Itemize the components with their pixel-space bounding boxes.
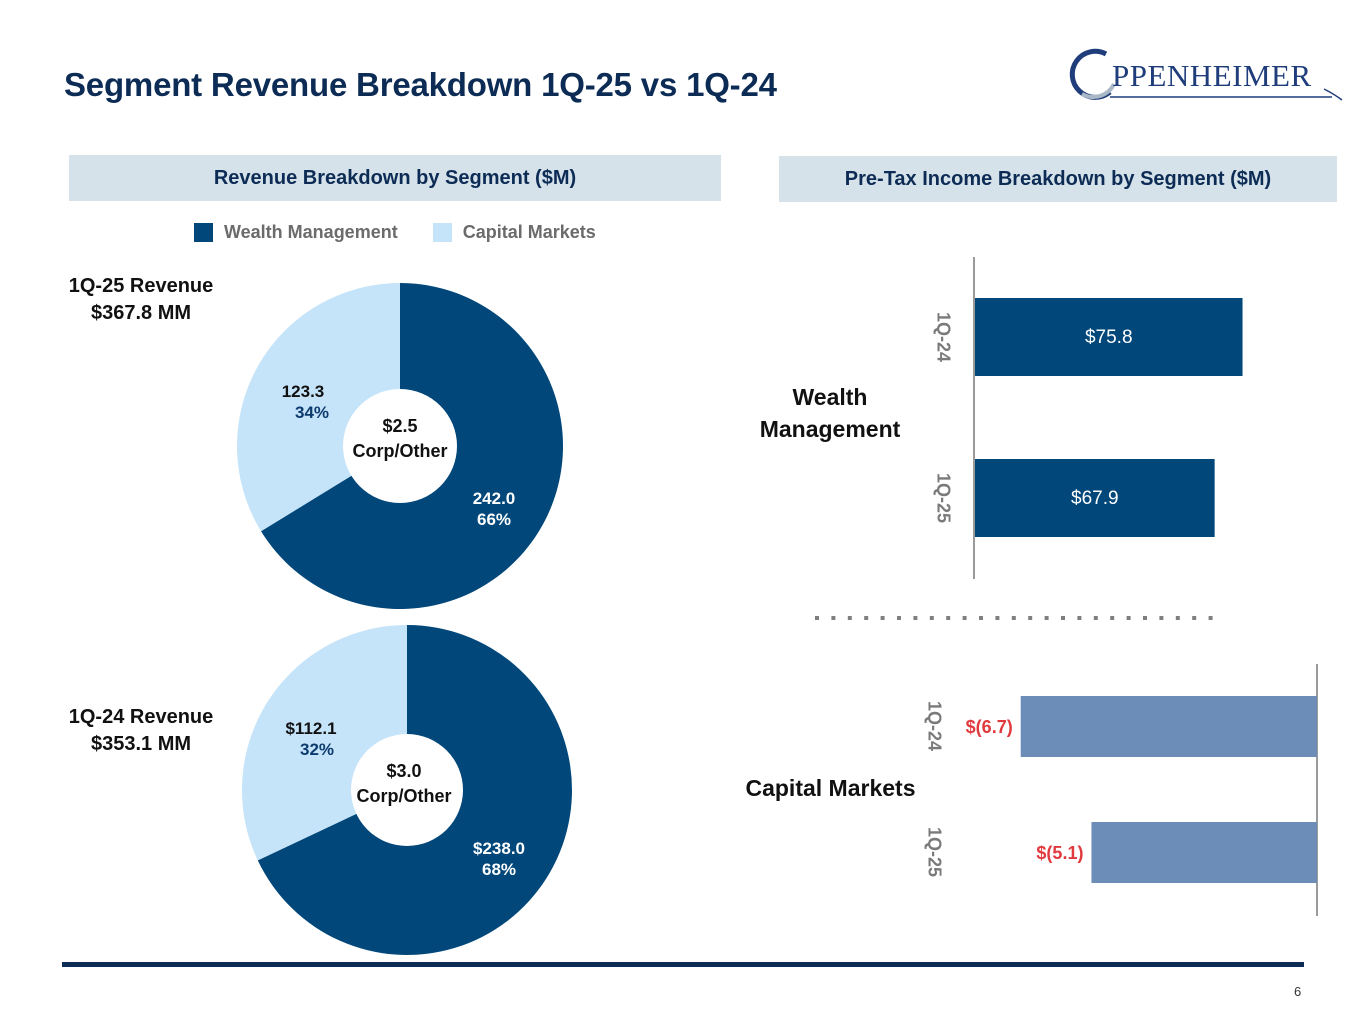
- logo-ring-light: [1081, 83, 1116, 99]
- logo-mark: [1069, 48, 1343, 101]
- separator-dot: [1044, 616, 1049, 620]
- footer-rule: [62, 962, 1304, 967]
- legend-item-capital: Capital Markets: [432, 222, 596, 243]
- logo-ring-dark: [1069, 48, 1112, 100]
- pie-1q24-center-hole: [351, 734, 463, 846]
- separator-dot: [1192, 616, 1197, 620]
- separator-dot: [1028, 616, 1033, 620]
- separator-dot: [864, 616, 869, 620]
- wealth-label-word: Wealth Management: [759, 384, 901, 442]
- separator-dot: [1061, 616, 1065, 620]
- pie-1q24-wealth-label: $238.0 68%: [452, 838, 546, 880]
- capital-category-1Q-25: 1Q-25: [924, 827, 944, 877]
- legend-label-capital: Capital Markets: [462, 222, 596, 242]
- wealth-bar-1Q-25: [975, 459, 1215, 537]
- pie-1q24-title-text: 1Q-24 Revenue: [68, 706, 214, 728]
- pie-1q25-corp-value: $2.5: [382, 416, 418, 436]
- legend-item-wealth: Wealth Management: [194, 222, 398, 243]
- separator-dot: [831, 616, 836, 620]
- separator-dot: [1110, 616, 1115, 620]
- separator-dot: [1143, 616, 1147, 620]
- separator-dot: [815, 616, 819, 620]
- pie-1q24-total: $353.1 MM: [90, 733, 192, 755]
- segment-separator-dots: [815, 616, 1213, 620]
- pretax-panel-heading: Pre-Tax Income Breakdown by Segment ($M): [779, 156, 1337, 202]
- pie-1q25-capital-label: 123.3 34%: [258, 381, 348, 423]
- pie-1q25-wealth-value: 242.0: [472, 489, 516, 508]
- pie-chart-1q24: [241, 625, 572, 955]
- wealth-bar-1Q-24: [975, 298, 1243, 376]
- separator-dot: [946, 616, 951, 620]
- capital-markets-label: Capital Markets: [745, 775, 916, 801]
- separator-dot: [1093, 616, 1098, 620]
- separator-dot: [897, 616, 901, 620]
- pie-1q25-title-text: 1Q-25 Revenue: [68, 275, 214, 297]
- separator-dot: [913, 616, 918, 620]
- capital-bar-label-1Q-24: $(6.7): [966, 717, 1013, 737]
- wealth-category-1Q-25: 1Q-25: [933, 473, 953, 523]
- legend-swatch-wealth: [194, 223, 213, 242]
- separator-dot: [995, 616, 1000, 620]
- wealth-category-1Q-24: 1Q-24: [933, 312, 953, 362]
- pie-1q24-wealth-percent: 68%: [481, 860, 517, 879]
- separator-dot: [929, 616, 934, 620]
- oppenheimer-logo: PPENHEIMER: [1062, 44, 1347, 106]
- logo-wordmark: PPENHEIMER: [1112, 58, 1312, 93]
- pie-1q25-corp-label: Corp/Other: [352, 441, 448, 461]
- separator-dot: [847, 616, 852, 620]
- legend-swatch-capital: [432, 223, 452, 242]
- capital-bar-chart: $(6.7) 1Q-24 $(5.1) 1Q-25: [924, 664, 1318, 916]
- pie-1q25-title: 1Q-25 Revenue $367.8 MM: [60, 273, 222, 327]
- separator-dot: [1077, 616, 1082, 620]
- page-number: 6: [1294, 984, 1302, 999]
- capital-category-1Q-24: 1Q-24: [924, 701, 944, 751]
- capital-bar-1Q-24: [1020, 696, 1317, 757]
- separator-dot: [1208, 616, 1213, 620]
- separator-dot: [1011, 616, 1016, 620]
- legend-label-wealth: Wealth Management: [224, 222, 398, 242]
- separator-dot: [1175, 616, 1180, 620]
- pie-1q24-wealth-value: $238.0: [473, 839, 525, 858]
- pie-1q25-capital-value: 123.3: [281, 382, 325, 401]
- pie-1q25-center: $2.5 Corp/Other: [344, 414, 456, 464]
- logo-tail: [1323, 88, 1343, 101]
- wealth-bar-chart: $75.8 1Q-24 $67.9 1Q-25: [933, 257, 1243, 579]
- pie-1q24-corp-value: $3.0: [386, 761, 422, 781]
- pie-1q25-wealth-percent: 66%: [476, 510, 512, 529]
- separator-dot: [962, 616, 967, 620]
- pie-1q25-total: $367.8 MM: [90, 302, 192, 324]
- wealth-bar-label-1Q-24: $75.8: [1085, 327, 1133, 348]
- pie-chart-1q25: [237, 283, 563, 609]
- separator-dot: [1126, 616, 1131, 620]
- pie-1q25-capital-percent: 34%: [294, 403, 330, 422]
- pie-1q25-center-hole: [343, 389, 457, 503]
- capital-bar-label-1Q-25: $(5.1): [1036, 843, 1083, 863]
- wealth-management-label: Wealth Management: [745, 381, 915, 445]
- pie-1q25-wealth-label: 242.0 66%: [448, 488, 540, 530]
- pie-1q24-capital-value: $112.1: [285, 719, 337, 738]
- chart-legend: Wealth Management Capital Markets: [194, 222, 626, 247]
- separator-dot: [1159, 616, 1164, 620]
- pie-1q24-center: $3.0 Corp/Other: [348, 759, 460, 809]
- separator-dot: [880, 616, 885, 620]
- revenue-panel-heading: Revenue Breakdown by Segment ($M): [69, 155, 721, 201]
- pie-1q24-capital-percent: 32%: [299, 740, 335, 759]
- pie-1q24-title: 1Q-24 Revenue $353.1 MM: [60, 704, 222, 758]
- page-title: Segment Revenue Breakdown 1Q-25 vs 1Q-24: [64, 66, 777, 103]
- pie-1q24-corp-label: Corp/Other: [356, 786, 452, 806]
- wealth-bar-label-1Q-25: $67.9: [1071, 488, 1119, 509]
- separator-dot: [979, 616, 983, 620]
- pie-1q24-capital-label: $112.1 32%: [266, 718, 356, 760]
- capital-bar-1Q-25: [1091, 822, 1317, 883]
